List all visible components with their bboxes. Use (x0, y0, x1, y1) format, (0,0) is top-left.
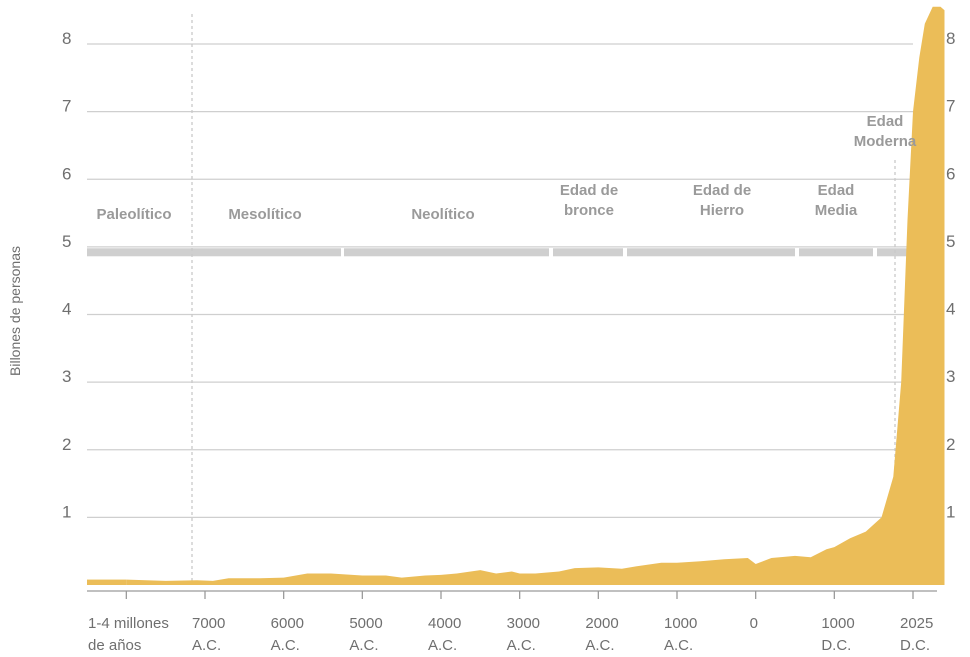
x-tick-label-2-1: A.C. (271, 637, 300, 654)
x-tick-label-1-1: A.C. (192, 637, 221, 654)
x-tick-label-9-0: 1000 (821, 615, 854, 632)
era-band-segment-1 (344, 248, 549, 257)
y-tick-left-8: 8 (62, 29, 71, 48)
x-tick-label-8-0: 0 (750, 615, 758, 632)
y-tick-right-6: 6 (946, 164, 955, 183)
x-tick-label-10-1: D.C. (900, 637, 930, 654)
grid-lines (87, 43, 913, 518)
era-label-0-0: Paleolítico (96, 206, 171, 223)
x-tick-label-9-1: D.C. (821, 637, 851, 654)
y-tick-right-3: 3 (946, 367, 955, 386)
era-band (87, 248, 913, 257)
x-tick-label-0-0: 1-4 millones (88, 615, 169, 632)
y-tick-left-4: 4 (62, 300, 71, 319)
y-tick-right-7: 7 (946, 97, 955, 116)
x-tick-label-3-0: 5000 (349, 615, 382, 632)
x-tick-labels: 1-4 millones de años 7000 A.C. 6000 A.C. 5000 A… (88, 615, 933, 654)
y-tick-right-1: 1 (946, 502, 955, 521)
y-axis-label: Billones de personas (7, 246, 23, 376)
y-tick-right-4: 4 (946, 300, 955, 319)
era-label-5-1: Media (815, 202, 858, 219)
y-tick-left-3: 3 (62, 367, 71, 386)
y-tick-left-5: 5 (62, 232, 71, 251)
era-band-segment-3 (627, 248, 795, 257)
era-label-4-1: Hierro (700, 202, 744, 219)
y-tick-left-2: 2 (62, 435, 71, 454)
era-label-6-1: Moderna (854, 133, 917, 150)
era-label-3-0: Edad de (560, 182, 618, 199)
era-label-4-0: Edad de (693, 182, 751, 199)
x-tick-label-10-0: 2025 (900, 615, 933, 632)
population-area (87, 6, 945, 586)
y-tick-right-5: 5 (946, 232, 955, 251)
era-labels: Paleolítico Mesolítico Neolítico Edad de bro… (96, 113, 916, 223)
y-tick-right-2: 2 (946, 435, 955, 454)
x-tick-label-4-0: 4000 (428, 615, 461, 632)
era-label-1-0: Mesolítico (228, 206, 301, 223)
era-label-5-0: Edad (818, 182, 855, 199)
y-tick-left-7: 7 (62, 97, 71, 116)
x-tick-label-0-1: de años (88, 637, 141, 654)
era-label-2-0: Neolítico (411, 206, 474, 223)
era-band-segment-0 (87, 248, 341, 257)
y-tick-right-8: 8 (946, 29, 955, 48)
era-dividers (191, 14, 896, 585)
era-band-segment-2 (553, 248, 623, 257)
y-tick-left-1: 1 (62, 502, 71, 521)
x-tick-label-7-1: A.C. (664, 637, 693, 654)
era-label-6-0: Edad (867, 113, 904, 130)
x-tick-label-7-0: 1000 (664, 615, 697, 632)
y-axis-left: 1 2 3 4 5 6 7 8 (62, 29, 71, 521)
y-axis-right: 1 2 3 4 5 6 7 8 (946, 29, 955, 521)
x-tick-label-2-0: 6000 (271, 615, 304, 632)
x-tick-label-4-1: A.C. (428, 637, 457, 654)
x-tick-label-5-0: 3000 (507, 615, 540, 632)
x-tick-label-5-1: A.C. (507, 637, 536, 654)
y-tick-left-6: 6 (62, 164, 71, 183)
x-tick-label-3-1: A.C. (349, 637, 378, 654)
x-tick-label-6-1: A.C. (585, 637, 614, 654)
x-tick-label-1-0: 7000 (192, 615, 225, 632)
population-area-start (87, 579, 127, 585)
x-tick-label-6-0: 2000 (585, 615, 618, 632)
era-band-segment-4 (799, 248, 873, 257)
x-axis (87, 590, 937, 599)
population-area-series (126, 6, 945, 586)
era-label-3-1: bronce (564, 202, 614, 219)
